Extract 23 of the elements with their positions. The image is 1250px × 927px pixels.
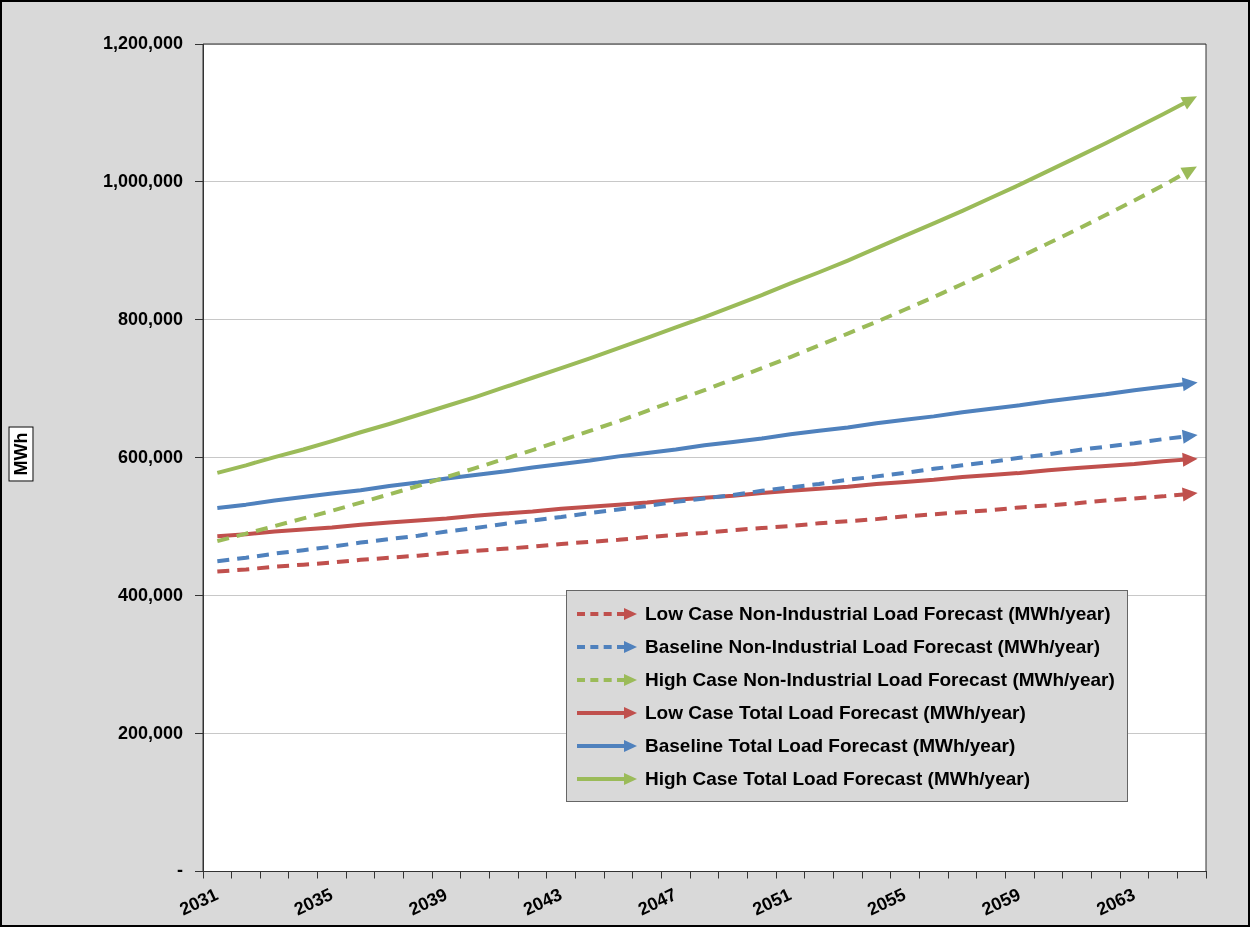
legend-label: High Case Total Load Forecast (MWh/year) [645,767,1030,790]
legend-label: Low Case Total Load Forecast (MWh/year) [645,701,1026,724]
x-tick-label: 2051 [749,884,795,920]
x-tick-label: 2035 [291,884,336,920]
legend-label: Low Case Non-Industrial Load Forecast (MWh/year) [645,602,1111,625]
y-tick-label: 200,000 [117,722,183,743]
y-tick-label: 400,000 [117,584,183,605]
legend-label: Baseline Total Load Forecast (MWh/year) [645,734,1016,757]
x-tick-label: 2039 [405,884,451,920]
y-tick-label: - [177,860,183,881]
y-tick-label: 600,000 [117,446,183,467]
x-tick-label: 2043 [520,884,565,920]
y-tick-label: 1,200,000 [102,32,183,53]
y-tick-label: 1,000,000 [102,170,183,191]
x-tick-label: 2031 [176,884,222,920]
legend-label: High Case Non-Industrial Load Forecast (MWh/year) [645,668,1115,691]
x-tick-label: 2055 [864,884,909,920]
y-tick-label: 800,000 [117,308,183,329]
x-tick-label: 2063 [1093,884,1139,920]
x-tick-label: 2047 [634,884,680,920]
y-axis-title: MWh [8,426,34,482]
x-tick-label: 2059 [978,884,1024,920]
legend-label: Baseline Non-Industrial Load Forecast (MWh/year) [645,635,1101,658]
